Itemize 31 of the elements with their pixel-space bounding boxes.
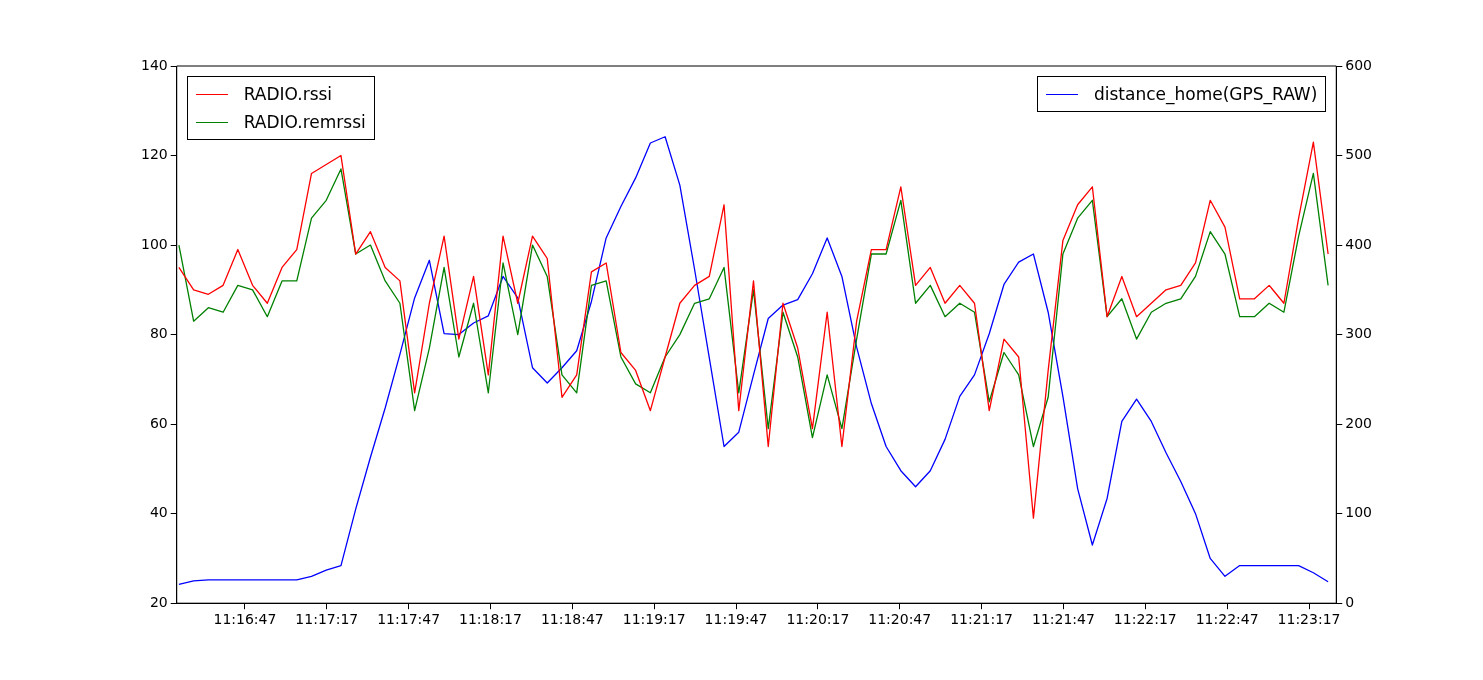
y2-tick-label: 0 xyxy=(1345,593,1355,610)
y2-tick-label: 200 xyxy=(1345,414,1373,431)
y-tick-label: 40 xyxy=(149,504,168,521)
y-tick-label: 140 xyxy=(140,56,168,73)
x-tick-label: 11:22:47 xyxy=(1195,611,1259,628)
y2-tick-label: 400 xyxy=(1345,235,1373,252)
y-tick-label: 80 xyxy=(149,325,168,342)
x-tick-label: 11:21:17 xyxy=(950,611,1014,628)
x-tick-label: 11:20:47 xyxy=(868,611,932,628)
y-tick-label: 120 xyxy=(140,146,168,163)
y2-tick-label: 100 xyxy=(1345,504,1373,521)
x-tick-label: 11:18:47 xyxy=(540,611,604,628)
x-tick-label: 11:21:47 xyxy=(1032,611,1095,628)
y2-tick-label: 600 xyxy=(1345,56,1373,73)
y2-tick-label: 300 xyxy=(1345,325,1373,342)
x-tick-label: 11:19:47 xyxy=(704,611,768,628)
x-tick-label: 11:23:17 xyxy=(1277,611,1341,628)
x-tick-label: 11:17:47 xyxy=(377,611,441,628)
y2-tick-label: 500 xyxy=(1345,146,1373,163)
x-tick-label: 11:19:17 xyxy=(622,611,686,628)
y-tick-label: 60 xyxy=(149,414,168,431)
y-tick-label: 20 xyxy=(149,593,168,610)
legend-label: RADIO.remrssi xyxy=(243,112,366,132)
x-tick-label: 11:18:17 xyxy=(459,611,522,628)
x-tick-label: 11:17:17 xyxy=(295,611,359,628)
legend-label: distance_home(GPS_RAW) xyxy=(1093,84,1318,104)
y-tick-label: 100 xyxy=(140,235,168,252)
x-tick-label: 11:16:47 xyxy=(213,611,277,628)
x-tick-label: 11:20:17 xyxy=(786,611,850,628)
legend-label: RADIO.rssi xyxy=(243,84,333,104)
x-tick-label: 11:22:17 xyxy=(1113,611,1177,628)
